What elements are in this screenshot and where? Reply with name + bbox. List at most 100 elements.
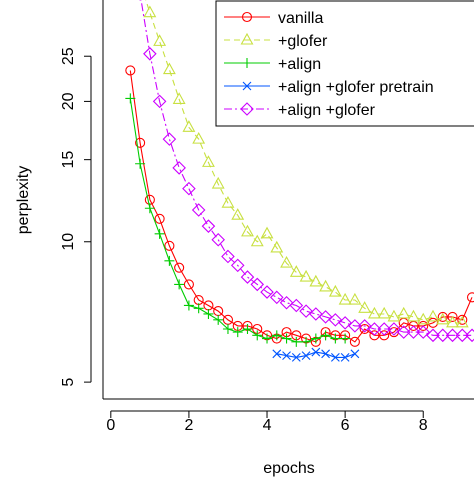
data-point: [221, 196, 235, 208]
legend-label: +glofer: [278, 33, 328, 50]
legend-item-plus-align: +align: [224, 56, 321, 73]
data-point: [182, 120, 196, 132]
y-tick-label: 20: [60, 92, 77, 110]
data-point: [379, 330, 390, 341]
data-point: [260, 226, 274, 239]
y-tick-label: 5: [60, 378, 77, 387]
legend-item-plus-align-plus-glofer-pretrain: +align +glofer pretrain: [224, 79, 434, 96]
data-point: [172, 92, 186, 104]
data-point: [125, 93, 136, 104]
data-point: [270, 290, 284, 305]
data-point: [291, 352, 301, 362]
data-point: [164, 240, 175, 251]
data-point: [407, 309, 420, 322]
data-point: [367, 322, 382, 336]
data-point: [397, 306, 411, 319]
data-point: [330, 352, 340, 362]
data-point: [318, 310, 333, 324]
data-point: [144, 203, 155, 214]
y-axis-label: perplexity: [15, 166, 32, 234]
data-point: [271, 330, 282, 341]
data-point: [201, 219, 216, 233]
data-point: [455, 315, 469, 328]
data-point: [281, 333, 292, 344]
data-point: [162, 62, 176, 75]
legend-label: +align +glofer: [278, 102, 376, 119]
data-point: [260, 285, 274, 299]
legend-marker: [242, 58, 252, 68]
data-point: [348, 319, 362, 333]
data-point: [135, 137, 146, 148]
data-point: [301, 336, 312, 347]
data-point: [191, 203, 206, 217]
series-line-plus-glofer: [145, 0, 463, 324]
data-point: [242, 323, 253, 334]
data-point: [183, 279, 194, 290]
series-plus-glofer: [143, 0, 469, 328]
legend-marker: [240, 32, 254, 45]
x-tick-label: 8: [419, 417, 428, 434]
data-point: [202, 155, 215, 167]
data-point: [436, 312, 450, 325]
data-point: [447, 311, 458, 322]
data-point: [340, 333, 351, 344]
legend-label: vanilla: [278, 10, 323, 27]
data-point: [143, 47, 157, 61]
data-point: [193, 303, 204, 314]
data-point: [241, 224, 254, 237]
data-point: [466, 292, 474, 303]
data-point: [465, 328, 474, 343]
data-point: [252, 330, 263, 341]
series-line-plus-align-plus-glofer: [140, 0, 472, 336]
x-tick-label: 2: [184, 417, 193, 434]
data-point: [174, 279, 185, 290]
data-point: [330, 333, 341, 344]
data-point: [328, 284, 342, 297]
y-tick-label: 25: [60, 47, 77, 65]
legend-item-plus-glofer: +glofer: [224, 32, 328, 50]
data-point: [164, 255, 175, 266]
data-point: [182, 181, 196, 196]
data-point: [230, 258, 245, 273]
data-point: [426, 328, 440, 343]
data-point: [232, 327, 243, 338]
data-point: [231, 208, 245, 220]
data-point: [213, 314, 224, 325]
data-point: [143, 5, 157, 18]
data-point: [309, 307, 323, 321]
x-tick-label: 6: [341, 417, 350, 434]
data-point: [172, 161, 186, 175]
legend-label: +align +glofer pretrain: [278, 79, 434, 96]
data-point: [203, 308, 214, 319]
data-point: [250, 234, 264, 247]
data-point: [221, 249, 235, 264]
legend-item-vanilla: vanilla: [224, 10, 323, 27]
data-point: [279, 295, 294, 310]
data-point: [426, 309, 440, 322]
data-point: [280, 255, 293, 268]
data-point: [457, 314, 468, 325]
data-point: [416, 312, 430, 325]
data-point: [338, 292, 352, 305]
data-point: [311, 347, 321, 357]
data-point: [319, 279, 333, 292]
series-line-plus-align: [129, 98, 346, 343]
data-point: [455, 328, 470, 343]
data-point: [377, 306, 391, 319]
data-point: [282, 351, 291, 360]
data-point: [270, 240, 284, 253]
data-point: [250, 277, 265, 292]
data-point: [310, 333, 321, 344]
data-point: [154, 228, 165, 239]
series-layer: [125, 0, 474, 362]
series-plus-align-plus-glofer-pretrain: [272, 347, 360, 362]
data-point: [152, 94, 167, 109]
data-point: [125, 65, 136, 76]
legend-marker: [241, 11, 253, 23]
data-point: [387, 309, 401, 322]
legend: vanilla +glofer +align +align +glofer pretr…: [215, 0, 474, 127]
data-point: [387, 322, 401, 336]
data-point: [154, 213, 165, 224]
data-point: [262, 333, 273, 344]
data-point: [135, 158, 146, 169]
